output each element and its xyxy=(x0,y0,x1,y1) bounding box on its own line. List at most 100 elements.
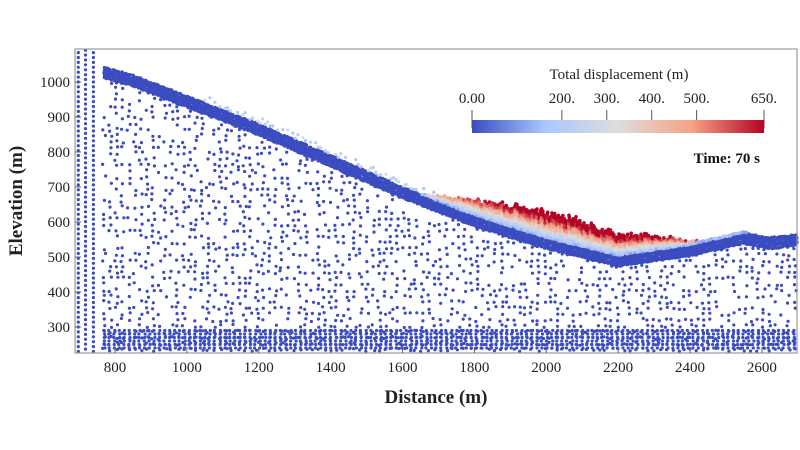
particle xyxy=(450,332,454,336)
particle xyxy=(722,342,726,347)
particle xyxy=(142,328,146,333)
particle xyxy=(359,275,363,279)
particle xyxy=(193,277,197,281)
particle xyxy=(76,198,80,202)
particle xyxy=(308,346,312,350)
particle xyxy=(500,271,504,275)
particle xyxy=(460,332,464,336)
particle xyxy=(83,68,88,72)
particle xyxy=(486,245,490,249)
particle xyxy=(91,212,95,216)
particle xyxy=(500,246,504,250)
particle xyxy=(231,301,235,305)
particle xyxy=(419,342,424,347)
particle xyxy=(755,281,759,285)
particle xyxy=(212,152,216,156)
particle xyxy=(343,335,347,340)
particle xyxy=(251,116,255,120)
particle xyxy=(164,235,168,239)
particle xyxy=(122,335,126,340)
particle xyxy=(605,328,610,333)
particle xyxy=(219,150,223,154)
particle xyxy=(746,342,750,347)
particle xyxy=(114,265,118,269)
particle xyxy=(767,260,771,264)
particle xyxy=(218,175,222,179)
particle xyxy=(427,234,431,238)
particle xyxy=(537,343,541,347)
particle xyxy=(646,335,650,340)
particle xyxy=(523,323,527,327)
particle xyxy=(244,289,248,293)
particle xyxy=(286,128,290,132)
particle xyxy=(541,209,545,213)
particle xyxy=(353,210,357,214)
particle xyxy=(506,207,511,211)
particle xyxy=(407,287,411,291)
particle xyxy=(450,339,454,343)
particle xyxy=(395,319,399,323)
particle xyxy=(396,336,400,340)
particle xyxy=(102,299,106,303)
particle xyxy=(218,147,223,151)
particle xyxy=(323,332,328,336)
particle xyxy=(345,161,350,166)
particle xyxy=(293,328,298,333)
particle xyxy=(143,342,147,347)
particle xyxy=(208,328,212,333)
particle xyxy=(162,276,166,281)
particle xyxy=(188,157,193,162)
particle xyxy=(359,215,363,220)
particle xyxy=(113,305,118,309)
particle xyxy=(207,335,211,340)
particle xyxy=(749,320,754,324)
particle xyxy=(687,289,691,293)
particle xyxy=(329,295,333,299)
particle xyxy=(786,258,790,262)
particle xyxy=(299,159,303,163)
particle xyxy=(391,317,395,321)
particle xyxy=(536,277,540,281)
particle xyxy=(165,347,169,351)
particle xyxy=(636,342,640,347)
particle xyxy=(404,342,408,347)
particle xyxy=(293,136,297,140)
particle xyxy=(171,323,175,327)
particle xyxy=(585,283,589,287)
particle xyxy=(158,342,162,347)
particle xyxy=(384,324,388,328)
particle xyxy=(329,176,333,180)
particle xyxy=(343,328,347,333)
particle xyxy=(406,228,411,232)
particle xyxy=(365,235,369,239)
particle xyxy=(127,109,131,113)
particle xyxy=(289,346,293,350)
particle xyxy=(407,234,411,238)
particle xyxy=(715,276,719,280)
particle xyxy=(250,246,254,250)
particle xyxy=(439,342,443,347)
particle xyxy=(235,253,239,258)
particle xyxy=(225,156,229,161)
particle xyxy=(490,342,494,347)
particle xyxy=(695,339,700,343)
particle xyxy=(597,277,601,281)
particle xyxy=(530,300,534,304)
particle xyxy=(635,335,640,340)
particle xyxy=(685,328,690,333)
particle xyxy=(629,266,633,270)
particle xyxy=(321,234,325,238)
particle xyxy=(439,346,443,350)
particle xyxy=(242,229,246,233)
particle xyxy=(91,70,95,74)
particle xyxy=(445,264,449,268)
particle xyxy=(338,346,342,350)
particle xyxy=(76,320,80,324)
particle xyxy=(420,295,424,299)
particle xyxy=(449,335,453,340)
particle xyxy=(243,215,247,219)
particle xyxy=(707,332,711,336)
particle xyxy=(189,265,193,269)
particle xyxy=(237,288,241,292)
particle xyxy=(554,263,558,267)
